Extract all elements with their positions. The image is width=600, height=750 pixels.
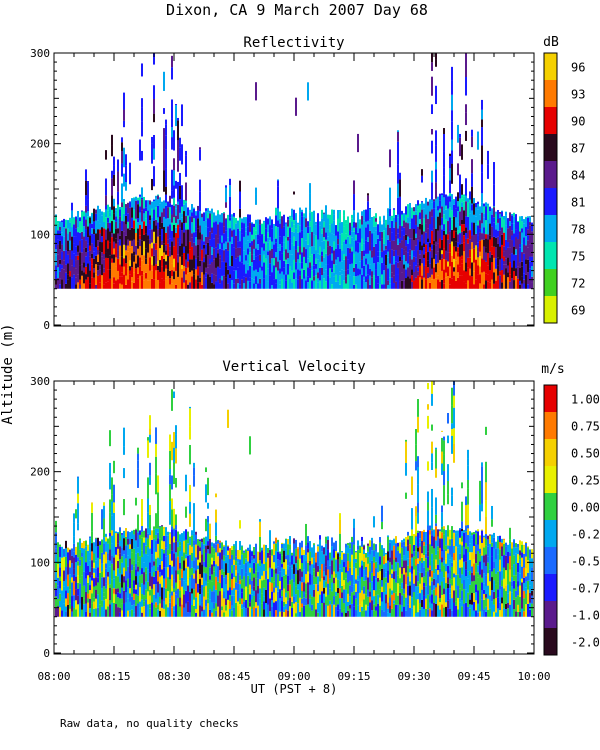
vertical-velocity-heatmap — [55, 381, 533, 617]
colorbar-tick-label: 0.25 — [571, 474, 600, 488]
x-tick-label: 10:00 — [517, 670, 550, 683]
colorbar-tick-label: 69 — [571, 304, 585, 318]
colorbar-tick-label: 96 — [571, 61, 585, 75]
colorbar-tick-label: 0.50 — [571, 447, 600, 461]
colorbar-swatch — [544, 134, 557, 161]
x-tick-labels: 08:00 08:15 08:30 08:45 09:00 09:15 09:30 09:45… — [37, 670, 550, 683]
colorbar-swatch — [544, 574, 557, 601]
vertical-velocity-panel: Vertical Velocity 0 100 200 300 1.00 0.75 0.5… — [30, 359, 600, 660]
colorbar-swatch — [544, 269, 557, 296]
reflectivity-colorbar: 96 93 90 87 84 81 78 75 72 69 — [543, 52, 585, 324]
colorbar-tick-label: 84 — [571, 169, 585, 183]
x-tick-label: 09:00 — [277, 670, 310, 683]
vertical-velocity-colorbar: 1.00 0.75 0.50 0.25 0.00 -0.25 -0.50 -0.75 -1.00… — [543, 384, 600, 656]
colorbar-tick-label: -0.75 — [571, 582, 600, 596]
colorbar-swatch — [544, 107, 557, 134]
colorbar-swatch — [544, 385, 557, 412]
reflectivity-colorbar-unit: dB — [543, 35, 559, 50]
colorbar-swatch — [544, 188, 557, 215]
colorbar-swatch — [544, 161, 557, 188]
colorbar-swatch — [544, 412, 557, 439]
x-tick-label: 09:45 — [457, 670, 490, 683]
y-tick-label: 300 — [30, 47, 50, 60]
colorbar-tick-label: 0.75 — [571, 420, 600, 434]
reflectivity-heatmap — [55, 53, 533, 289]
colorbar-swatch — [544, 628, 557, 655]
y-tick-label: 0 — [43, 319, 50, 332]
colorbar-tick-label: -1.00 — [571, 609, 600, 623]
colorbar-swatch — [544, 296, 557, 323]
y-tick-label: 100 — [30, 228, 50, 241]
colorbar-swatch — [544, 466, 557, 493]
x-tick-label: 08:00 — [37, 670, 70, 683]
colorbar-tick-label: 72 — [571, 277, 585, 291]
colorbar-tick-label: 87 — [571, 142, 585, 156]
colorbar-tick-label: 78 — [571, 223, 585, 237]
colorbar-tick-label: 81 — [571, 196, 585, 210]
y-tick-label: 100 — [30, 556, 50, 569]
y-tick-label: 300 — [30, 375, 50, 388]
colorbar-tick-label: 90 — [571, 115, 585, 129]
colorbar-tick-label: 93 — [571, 88, 585, 102]
colorbar-swatch — [544, 493, 557, 520]
x-tick-label: 08:15 — [97, 670, 130, 683]
vertical-velocity-axes: 0 100 200 300 — [30, 375, 535, 660]
colorbar-swatch — [544, 53, 557, 80]
x-axis-label: UT (PST + 8) — [251, 682, 338, 696]
colorbar-tick-label: -2.00 — [571, 636, 600, 650]
reflectivity-title: Reflectivity — [243, 35, 344, 51]
colorbar-swatch — [544, 215, 557, 242]
colorbar-tick-label: -0.25 — [571, 528, 600, 542]
colorbar-swatch — [544, 439, 557, 466]
colorbar-tick-label: -0.50 — [571, 555, 600, 569]
x-tick-label: 09:30 — [397, 670, 430, 683]
y-axis-label: Altitude (m) — [0, 323, 16, 424]
colorbar-swatch — [544, 601, 557, 628]
reflectivity-axes: 0 100 200 300 — [30, 47, 535, 332]
colorbar-tick-label: 75 — [571, 250, 585, 264]
colorbar-swatch — [544, 547, 557, 574]
colorbar-tick-label: 1.00 — [571, 393, 600, 407]
colorbar-swatch — [544, 80, 557, 107]
y-tick-label: 200 — [30, 466, 50, 479]
colorbar-swatch — [544, 242, 557, 269]
x-tick-label: 08:45 — [217, 670, 250, 683]
y-tick-label: 200 — [30, 138, 50, 151]
y-tick-label: 0 — [43, 647, 50, 660]
colorbar-swatch — [544, 520, 557, 547]
figure-title: Dixon, CA 9 March 2007 Day 68 — [166, 1, 428, 19]
x-tick-label: 08:30 — [157, 670, 190, 683]
footnote: Raw data, no quality checks — [60, 717, 239, 730]
x-tick-label: 09:15 — [337, 670, 370, 683]
reflectivity-panel: Reflectivity 0 100 200 300 96 93 90 87 84 81 78 75… — [30, 35, 585, 332]
colorbar-tick-label: 0.00 — [571, 501, 600, 515]
vertical-velocity-colorbar-unit: m/s — [541, 362, 564, 377]
vertical-velocity-title: Vertical Velocity — [222, 359, 365, 375]
